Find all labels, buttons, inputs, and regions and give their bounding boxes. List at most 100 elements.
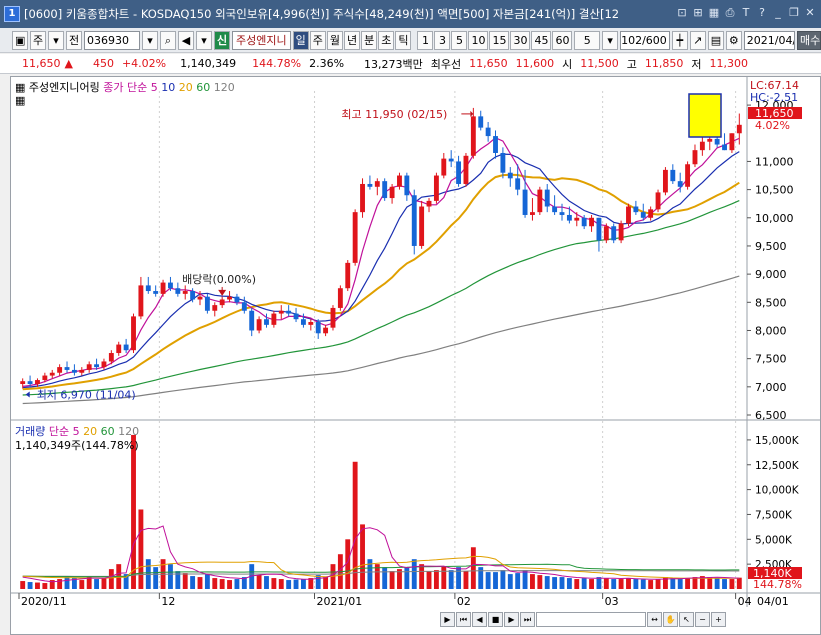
interval-1[interactable]: 1 — [417, 30, 434, 50]
max-price-label: 최고 11,950 (02/15) — [341, 108, 447, 121]
volume-bar — [662, 577, 668, 589]
grid-toggle-icon[interactable]: ▦ — [15, 94, 26, 107]
candle-type-icon[interactable]: ┿ — [671, 30, 688, 50]
chevron-down-icon[interactable]: ▾ — [48, 30, 64, 50]
tab-day[interactable]: 일 — [292, 30, 309, 50]
scroll-first-icon[interactable]: ⏮ — [456, 612, 471, 627]
volume-bar — [463, 571, 469, 589]
cursor-icon[interactable]: ↖ — [679, 612, 694, 627]
code-dropdown-icon[interactable]: ▾ — [142, 30, 158, 50]
minimize-icon[interactable]: _ — [775, 6, 781, 19]
print-icon[interactable]: ⎙ — [725, 6, 735, 19]
interval-30[interactable]: 30 — [510, 30, 531, 50]
prev-button[interactable]: 전 — [66, 30, 82, 50]
volume-bar — [433, 570, 439, 589]
volume-bar — [618, 579, 624, 589]
interval-10[interactable]: 10 — [468, 30, 489, 50]
candle-body — [736, 124, 742, 134]
scroll-last-icon[interactable]: ⏭ — [520, 612, 535, 627]
interval-select[interactable]: 5 — [574, 30, 601, 50]
interval-60[interactable]: 60 — [552, 30, 573, 50]
candle-body — [662, 169, 668, 193]
restore-icon[interactable]: ❐ — [789, 6, 799, 19]
type-select[interactable]: 주 — [30, 30, 46, 50]
volume-bar — [448, 570, 454, 589]
date-field[interactable]: 2021/04/0 — [743, 30, 795, 50]
volume-bar — [544, 576, 550, 589]
volume-bar — [323, 577, 329, 589]
zoom-slider[interactable] — [536, 612, 646, 627]
scroll-right-icon[interactable]: ▶ — [440, 612, 455, 627]
ma5-line — [22, 137, 740, 387]
candle-body — [175, 288, 181, 294]
interval-15[interactable]: 15 — [489, 30, 510, 50]
stock-code-input[interactable] — [84, 30, 140, 50]
tab-second[interactable]: 초 — [378, 30, 395, 50]
search-icon[interactable]: ⌕ — [160, 30, 176, 50]
interval-dropdown-icon[interactable]: ▾ — [602, 30, 619, 50]
candle-body — [729, 133, 735, 151]
candle-body — [315, 322, 321, 334]
dividend-arrow-head — [218, 289, 227, 296]
close-icon[interactable]: ✕ — [805, 6, 815, 19]
volume-bar — [20, 581, 26, 589]
tab-year[interactable]: 년 — [343, 30, 361, 50]
price-tick-label: 7,000 — [755, 381, 787, 394]
save-icon[interactable]: ▦ — [708, 6, 720, 19]
interval-45[interactable]: 45 — [531, 30, 552, 50]
tab-week[interactable]: 주 — [309, 30, 326, 50]
price-volume-chart[interactable]: 12,00011,00010,50010,0009,5009,0008,5008… — [11, 77, 820, 634]
interval-5[interactable]: 5 — [451, 30, 468, 50]
zoom-plus-icon[interactable]: + — [711, 612, 726, 627]
candle-body — [493, 136, 498, 153]
split-icon[interactable]: ⊞ — [693, 6, 703, 19]
price-tick-label: 9,000 — [755, 268, 787, 281]
candle-body — [49, 372, 55, 376]
gear-icon[interactable]: ⚙ — [725, 30, 742, 50]
volume-bar — [404, 567, 410, 589]
chart-scroll-controls: ▶ ⏮ ◀ ■ ▶ ⏭ ↔ ✋ ↖ − + — [440, 612, 726, 627]
volume-bar — [308, 578, 314, 589]
settings-dropdown-icon[interactable]: ▾ — [196, 30, 212, 50]
candle-body — [352, 212, 358, 263]
font-icon[interactable]: T — [742, 6, 750, 19]
zoom-icon[interactable]: ↔ — [647, 612, 662, 627]
buy-button[interactable]: 매수 — [796, 30, 821, 50]
save-chart-icon[interactable]: ▤ — [707, 30, 724, 50]
volume-bar — [611, 579, 617, 589]
hand-icon[interactable]: ✋ — [663, 612, 678, 627]
volume-bar — [352, 461, 358, 589]
volume-bar — [374, 564, 380, 589]
volume-bar — [27, 582, 33, 589]
scroll-prev-icon[interactable]: ◀ — [472, 612, 487, 627]
chart-menu-icon[interactable]: ▣ — [12, 30, 28, 50]
candle-body — [271, 313, 277, 325]
tab-tick[interactable]: 틱 — [395, 30, 412, 50]
tab-minute[interactable]: 분 — [361, 30, 378, 50]
candle-body — [537, 189, 543, 213]
candle-body — [323, 327, 329, 334]
volume-bar — [507, 574, 513, 589]
chart-area[interactable]: 12,000 11,000 10,500 10,000 9,500 9,000 8,500 8… — [10, 76, 821, 635]
candle-body — [123, 344, 129, 351]
draw-tool-icon[interactable]: ↗ — [689, 30, 706, 50]
candle-body — [603, 226, 609, 241]
volume-bar — [603, 578, 609, 589]
up-arrow-icon: ▲ — [64, 57, 73, 70]
link-icon[interactable]: ⊡ — [677, 6, 687, 19]
window-title: [0600] 키움종합차트 - KOSDAQ150 외국인보유[4,996(천)… — [24, 7, 620, 21]
volume-bar — [707, 577, 713, 589]
ask-price: 11,650 — [469, 57, 508, 70]
candle-body — [589, 217, 594, 227]
zoom-minus-icon[interactable]: − — [695, 612, 710, 627]
count-field[interactable]: 102/600 — [620, 30, 670, 50]
tab-month[interactable]: 월 — [326, 30, 343, 50]
volume-bar — [212, 578, 218, 589]
scroll-next-icon[interactable]: ▶ — [504, 612, 519, 627]
help-icon[interactable]: ? — [759, 6, 765, 19]
interval-3[interactable]: 3 — [434, 30, 451, 50]
volume-tick-label: 5,000K — [755, 534, 793, 546]
stop-icon[interactable]: ■ — [488, 612, 503, 627]
speaker-icon[interactable]: ◀ — [178, 30, 194, 50]
volume-bar — [286, 580, 292, 589]
